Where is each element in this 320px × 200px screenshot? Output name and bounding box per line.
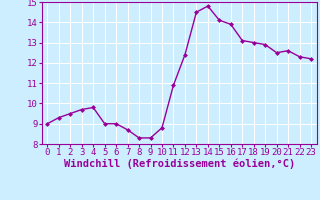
X-axis label: Windchill (Refroidissement éolien,°C): Windchill (Refroidissement éolien,°C) [64,159,295,169]
